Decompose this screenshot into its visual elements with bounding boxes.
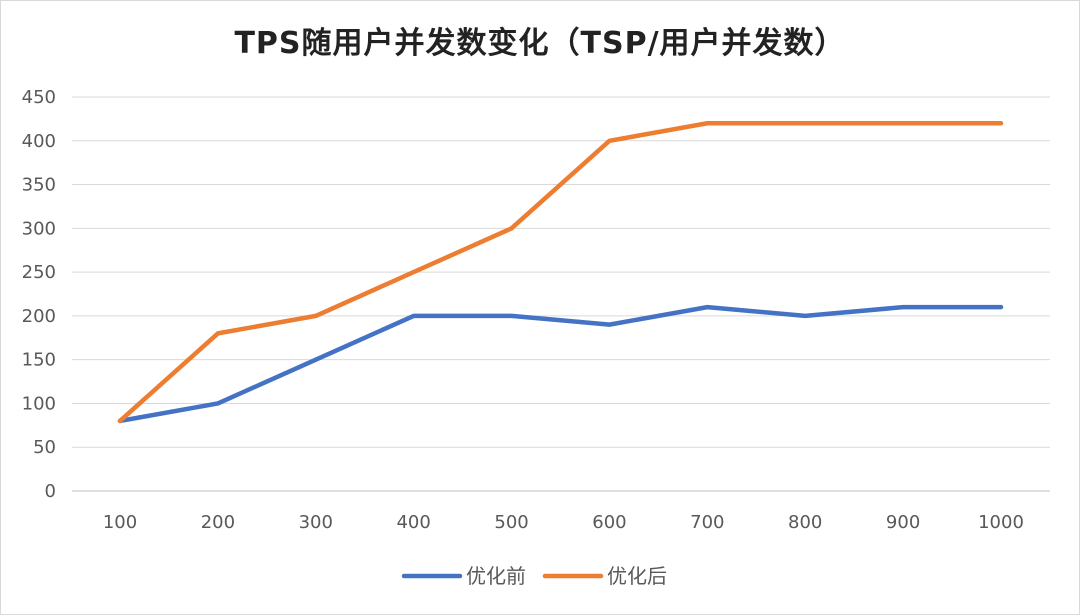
y-tick-label: 300 (22, 218, 56, 239)
x-tick-label: 200 (201, 512, 235, 533)
series-lines (117, 121, 1004, 424)
legend-label: 优化后 (607, 564, 667, 588)
series-line-1 (117, 121, 1004, 424)
y-tick-label: 400 (22, 131, 56, 152)
legend-label: 优化前 (466, 564, 526, 588)
y-tick-label: 450 (22, 87, 56, 108)
y-tick-label: 50 (33, 437, 56, 458)
x-tick-label: 800 (788, 512, 822, 533)
x-axis-tick-labels: 100 200 300 400 500 600 700 800 900 1000 (103, 512, 1024, 533)
y-tick-label: 0 (45, 481, 56, 502)
x-tick-label: 1000 (978, 512, 1024, 533)
x-tick-label: 100 (103, 512, 137, 533)
y-tick-label: 200 (22, 306, 56, 327)
series-line-0 (117, 304, 1004, 424)
legend: 优化前 优化后 (401, 564, 667, 588)
y-tick-label: 100 (22, 393, 56, 414)
chart-title: TPS随用户并发数变化（TSP/用户并发数） (234, 26, 846, 61)
y-tick-label: 250 (22, 262, 56, 283)
y-tick-label: 350 (22, 175, 56, 196)
gridlines (72, 96, 1050, 492)
x-tick-label: 700 (690, 512, 724, 533)
x-tick-label: 300 (299, 512, 333, 533)
x-tick-label: 400 (396, 512, 430, 533)
x-tick-label: 600 (592, 512, 626, 533)
x-tick-label: 900 (886, 512, 920, 533)
y-axis-tick-labels: 0 50 100 150 200 250 300 350 400 450 (22, 87, 56, 502)
x-tick-label: 500 (494, 512, 528, 533)
y-tick-label: 150 (22, 350, 56, 371)
